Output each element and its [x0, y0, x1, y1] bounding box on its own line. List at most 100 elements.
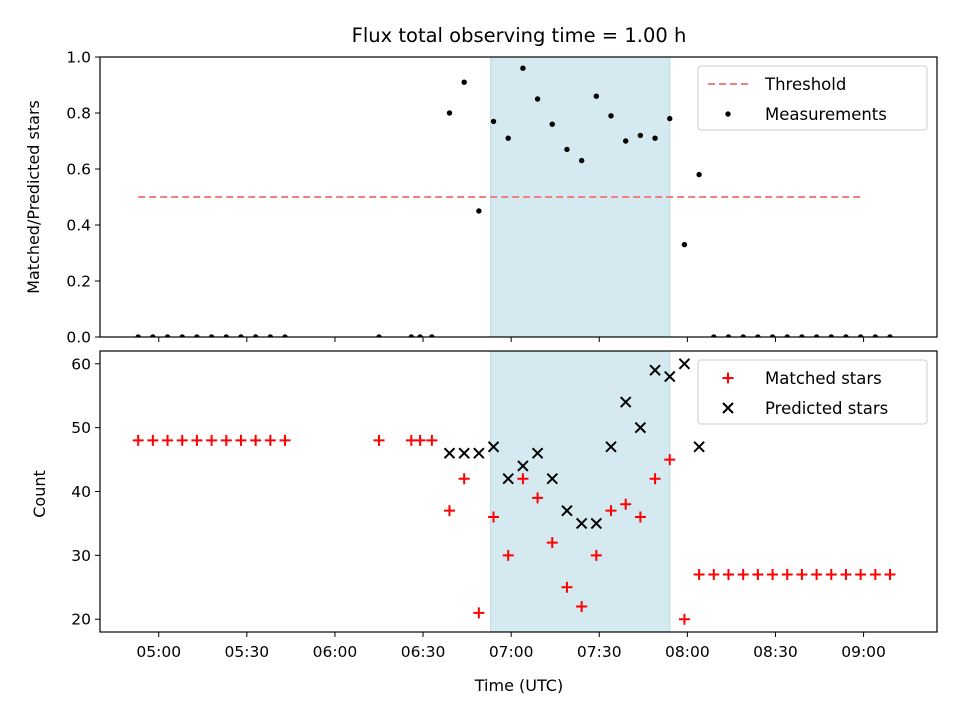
measurements-point: [872, 334, 879, 337]
measurements-point: [194, 334, 200, 337]
predicted-stars-point: [473, 447, 485, 459]
predicted-stars-point: [649, 364, 661, 376]
matched-stars-point: [649, 473, 661, 485]
measurements-point: [417, 334, 423, 337]
matched-stars-point: [502, 549, 514, 561]
measurements-point: [429, 334, 435, 337]
matched-stars-point: [279, 434, 291, 446]
predicted-stars-point: [634, 421, 647, 434]
matched-stars-legend-handle: [722, 372, 734, 384]
matched-stars-point: [191, 434, 203, 446]
observing-window-shade: [490, 350, 671, 633]
x-tick-label: 06:00: [313, 643, 358, 661]
matched-stars-point: [176, 434, 188, 446]
y-tick-label: 30: [71, 547, 91, 565]
measurements-point: [564, 146, 570, 153]
predicted-stars-point: [664, 370, 676, 383]
measurements-point: [238, 334, 244, 337]
measurements-legend-handle: [725, 111, 731, 117]
predicted-stars-point: [546, 473, 558, 485]
matched-stars-point: [781, 569, 793, 581]
matched-stars-point: [132, 434, 144, 446]
measurements-point: [267, 334, 274, 337]
matched-stars-point: [620, 498, 632, 510]
matched-stars-point: [250, 434, 262, 446]
measurements-point: [520, 65, 526, 71]
matched-stars-point: [678, 613, 690, 625]
matched-stars-point: [546, 537, 558, 549]
measurements-point: [608, 113, 614, 119]
y-tick-label: 1.0: [66, 49, 91, 67]
matched-stars-point: [590, 549, 602, 561]
x-axis-label: Time (UTC): [474, 676, 563, 695]
measurements-point: [446, 110, 453, 116]
y-tick-label: 0.4: [66, 217, 91, 235]
measurements-point: [208, 334, 215, 337]
predicted-stars-point: [531, 447, 544, 459]
predicted-stars-point: [693, 441, 705, 453]
measurements-point: [857, 334, 864, 337]
measurements-point: [476, 208, 482, 214]
measurements-point: [887, 334, 893, 337]
x-tick-label: 09:00: [841, 643, 886, 661]
matched-stars-point: [473, 607, 485, 619]
measurements-point: [505, 135, 511, 141]
x-tick-label: 06:30: [401, 643, 446, 661]
predicted-stars-point: [619, 396, 632, 408]
measurements-point: [549, 121, 555, 127]
measurements-point: [667, 115, 673, 122]
predicted-stars-point: [561, 504, 573, 517]
matched-stars-point: [796, 569, 808, 581]
matched-stars-point: [264, 434, 276, 446]
x-tick-label: 07:00: [489, 643, 534, 661]
matched-stars-point: [458, 473, 470, 485]
matched-stars-point: [488, 511, 500, 523]
predicted-stars-point: [458, 447, 470, 459]
measurements-point: [637, 132, 644, 139]
measurements-point: [711, 334, 717, 337]
predicted-stars-point: [590, 517, 603, 530]
matched-stars-point: [561, 581, 573, 593]
predicted-stars-legend-handle: [722, 402, 734, 414]
predicted-stars-point: [443, 447, 456, 459]
measurements-point: [652, 135, 658, 141]
matched-stars-point: [162, 434, 174, 446]
matched-stars-point: [752, 569, 764, 581]
measurements-point: [799, 334, 805, 337]
legend: Matched stars Predicted stars: [697, 359, 928, 425]
matched-stars-point: [634, 511, 646, 523]
chart-title: Flux total observing time = 1.00 h: [352, 24, 687, 47]
matched-stars-point: [811, 569, 823, 581]
measurements-point: [150, 334, 156, 337]
measurements-point: [135, 334, 141, 337]
measurements-point: [223, 334, 229, 337]
axes-frame: [99, 56, 938, 338]
matched-stars-point: [147, 434, 159, 446]
y-tick-label: 20: [71, 611, 91, 629]
matched-stars-point: [517, 473, 529, 485]
legend-box: [697, 65, 928, 131]
matched-stars-point: [532, 492, 544, 504]
predicted-stars-point: [575, 517, 588, 530]
measurements-point: [813, 334, 820, 337]
matched-stars-point: [767, 569, 779, 581]
measurements-point: [490, 118, 497, 125]
measurements-point: [282, 334, 288, 337]
matched-stars-legend-label: Matched stars: [765, 369, 882, 388]
predicted-stars-point: [605, 441, 617, 453]
measurements-legend-label: Measurements: [765, 105, 887, 124]
plot-area: [132, 358, 896, 625]
x-tick-label: 08:00: [665, 643, 710, 661]
matched-stars-point: [206, 434, 218, 446]
top-y-axis-label: Matched/Predicted stars: [24, 100, 43, 294]
matched-stars-point: [693, 569, 705, 581]
threshold-legend-label: Threshold: [764, 75, 846, 94]
predicted-stars-point: [678, 358, 691, 370]
legend-box: [697, 359, 928, 425]
measurements-point: [179, 334, 185, 337]
x-tick-label: 07:30: [577, 643, 622, 661]
measurements-point: [578, 157, 585, 164]
matched-stars-point: [855, 569, 867, 581]
measurements-point: [828, 334, 834, 337]
x-tick-label: 05:30: [225, 643, 270, 661]
